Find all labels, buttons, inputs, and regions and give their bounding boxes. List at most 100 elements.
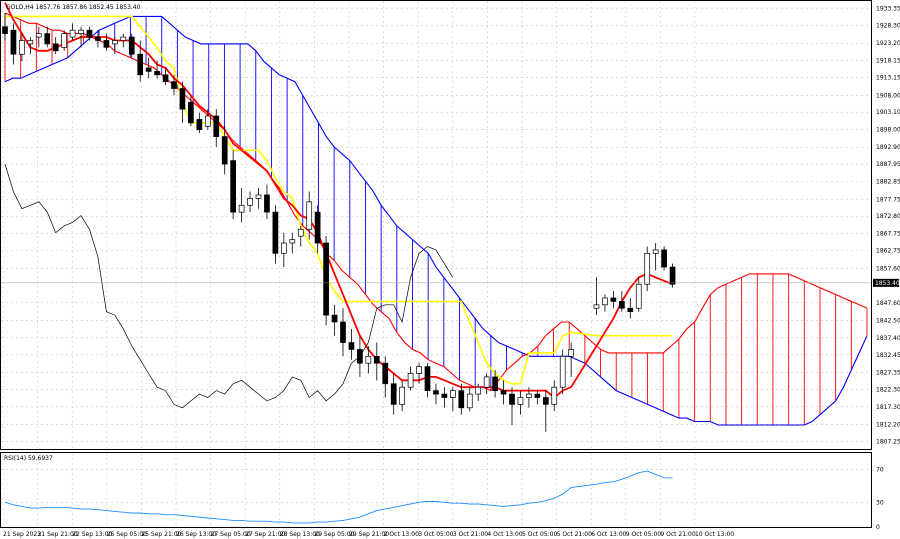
candle-body-bear: [534, 393, 541, 398]
x-tick-label: 9 Oct 21:00: [660, 531, 695, 538]
candle: [323, 236, 329, 326]
candle: [27, 37, 34, 55]
candle: [441, 387, 448, 408]
candle: [526, 387, 532, 408]
candle-body-bull: [526, 393, 532, 398]
candle: [551, 380, 558, 412]
senkou-span-b-line: [4, 15, 868, 426]
candle-body-bear: [103, 40, 110, 48]
candle: [238, 188, 245, 223]
x-tick-label: 4 Oct 13:00: [487, 531, 522, 538]
candle: [407, 366, 414, 391]
candle: [365, 346, 372, 374]
candle: [2, 13, 8, 41]
candle: [162, 67, 169, 86]
candle: [128, 33, 135, 58]
indicator-lines: [4, 2, 673, 409]
candle: [264, 184, 270, 219]
candle: [466, 387, 473, 412]
candle-body-bear: [618, 301, 625, 309]
candle-body-bull: [306, 201, 313, 230]
candle: [230, 150, 236, 219]
candle-body-bull: [652, 249, 659, 254]
kijun-sen-line: [5, 15, 673, 385]
x-tick-label: 3 Oct 21:00: [453, 531, 488, 538]
candle-body-bear: [162, 74, 169, 83]
candle-body-bear: [137, 53, 144, 76]
candle: [154, 61, 160, 79]
candle: [610, 291, 617, 309]
candle: [492, 370, 498, 398]
x-tick-label: 29 Sep 05:00: [314, 531, 354, 538]
candle-body-bear: [424, 366, 431, 391]
candle-body-bear: [2, 26, 8, 34]
candle-body-bear: [348, 342, 355, 350]
symbol-header: GOLD,H4 1857.76 1857.86 1852.45 1853.40: [6, 4, 141, 11]
candle-body-bear: [145, 67, 152, 72]
candle: [475, 383, 482, 401]
candle-body-bear: [340, 321, 346, 343]
candle: [61, 30, 68, 51]
candle: [618, 291, 625, 312]
candle: [644, 246, 651, 292]
candle: [35, 26, 42, 48]
y-tick-label: 1872.80: [876, 213, 900, 220]
candle: [52, 37, 59, 55]
candle-body-bull: [475, 386, 482, 395]
x-tick-label: 9 Oct 05:00: [626, 531, 661, 538]
candle: [171, 74, 177, 96]
candle-body-bull: [466, 393, 473, 409]
candle: [500, 380, 507, 405]
candle-body-bear: [610, 297, 617, 302]
candle-body-bear: [627, 307, 634, 313]
candle: [357, 335, 363, 377]
candle: [204, 109, 211, 130]
candle-body-bull: [19, 40, 25, 55]
x-tick-label: 29 Sep 21:00: [349, 531, 389, 538]
candle: [458, 383, 465, 415]
candle-body-bull: [247, 198, 253, 206]
candle-body-bear: [382, 362, 389, 385]
y-tick-label: 1817.30: [876, 404, 900, 411]
candle: [399, 380, 405, 412]
x-tick-label: 26 Sep 13:00: [176, 531, 216, 538]
candle: [424, 363, 431, 398]
candle: [314, 205, 321, 254]
y-tick-label: 1857.60: [876, 265, 900, 272]
candle-body-bear: [44, 33, 51, 45]
y-tick-label: 1923.20: [876, 40, 900, 47]
rsi-tick-label: 0: [876, 524, 880, 531]
candle-body-bull: [593, 304, 600, 309]
axes: 1933.35 1928.30 1923.20 1918.15 1913.15 1908.…: [1, 5, 900, 538]
rsi-tick-label: 30: [876, 499, 884, 506]
candle-body-bear: [221, 136, 228, 165]
candle-body-bull: [120, 36, 127, 41]
candle-body-bull: [602, 297, 608, 306]
candle-body-bull: [568, 349, 575, 357]
candle: [340, 308, 346, 357]
candle: [221, 126, 228, 175]
candle-body-bear: [196, 119, 203, 131]
candle-body-bull: [416, 366, 422, 374]
candle-body-bear: [264, 194, 270, 213]
x-tick-label: 5 Oct 21:00: [557, 531, 592, 538]
senkou-span-a-line: [4, 12, 868, 392]
x-tick-label: 28 Sep 13:00: [280, 531, 320, 538]
candle: [281, 232, 287, 268]
y-tick-label: 1898.00: [876, 127, 900, 134]
x-tick-label: 10 Oct 13:00: [695, 531, 734, 538]
x-tick-label: 25 Sep 21:00: [141, 531, 181, 538]
y-tick-label: 1827.35: [876, 369, 900, 376]
candle-body-bull: [635, 283, 642, 309]
y-tick-label: 1877.75: [876, 196, 900, 203]
y-tick-label: 1867.75: [876, 231, 900, 238]
candle: [137, 40, 144, 82]
candle: [433, 383, 439, 405]
candle: [542, 390, 549, 432]
candle: [483, 373, 490, 395]
candle-body-bear: [331, 314, 338, 323]
x-tick-label: 27 Sep 21:00: [245, 531, 285, 538]
candle: [44, 26, 51, 48]
candle-body-bear: [669, 266, 676, 285]
